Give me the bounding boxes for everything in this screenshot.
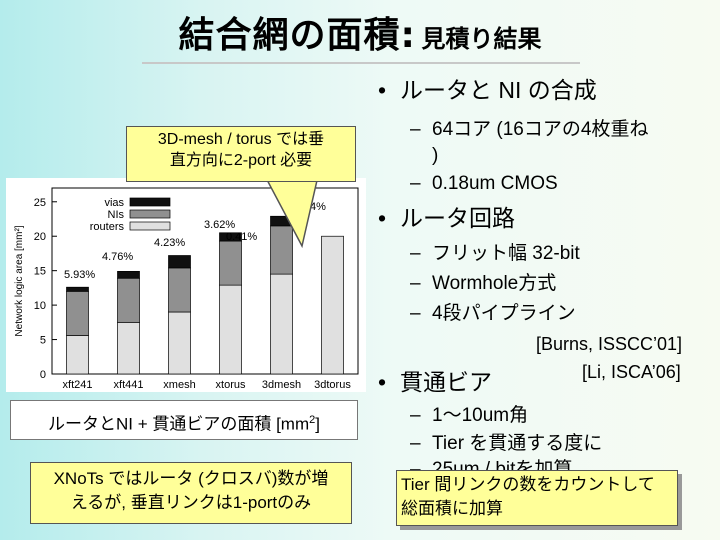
bar-vias-3dmesh <box>270 215 293 227</box>
legend-swatch-NIs <box>129 209 171 219</box>
reference-burns: [Burns, ISSCC’01] <box>536 334 683 354</box>
bar-routers-3dmesh <box>270 273 293 375</box>
callout-vertical-ports: 3D-mesh / torus では垂 直方向に2-port 必要 <box>126 126 356 182</box>
bar-annotation: 5.93% <box>64 269 95 281</box>
sub-bullet-wormhole: Wormhole方式 <box>410 272 556 296</box>
x-tick-label: 3dtorus <box>314 379 351 391</box>
callout-tier-links: Tier 間リンクの数をカウントして 総面積に加算 <box>396 470 678 526</box>
bar-NIs-xtorus <box>219 240 242 286</box>
bar-NIs-xft441 <box>117 277 140 323</box>
y-tick-label: 10 <box>34 300 46 312</box>
bullet-router-circuit: ルータ回路 <box>378 206 515 230</box>
callout-xnots-line1: XNoTs ではルータ (クロスバ)数が増 <box>53 469 329 488</box>
callout-xnots: XNoTs ではルータ (クロスバ)数が増 えるが, 垂直リンクは1-portの… <box>30 462 352 524</box>
legend-label-vias: vias <box>104 197 124 209</box>
chart-caption: ルータとNI + 貫通ビアの面積 [mm2] <box>10 400 358 440</box>
bar-annotation: 0.41% <box>226 231 257 243</box>
chart-caption-close: ] <box>315 414 320 434</box>
y-tick-label: 5 <box>40 335 46 347</box>
bar-annotation: 4.76% <box>102 251 133 263</box>
bullet-synthesis: ルータと NI の合成 <box>378 78 597 102</box>
bar-routers-xft441 <box>117 321 140 375</box>
y-axis-label: Network logic area [mm²] <box>14 225 25 336</box>
callout-xnots-line2: えるが, 垂直リンクは1-portのみ <box>70 493 312 512</box>
slide-title-main: 結合網の面積: <box>178 15 416 56</box>
callout-tier-links-line1: Tier 間リンクの数をカウントして <box>401 475 655 494</box>
x-tick-label: xtorus <box>216 379 246 391</box>
sub-bullet-via-size: 1〜10um角 <box>410 404 528 428</box>
sub-bullet-cores: 64コア (16コアの4枚重ね <box>410 118 648 142</box>
bar-annotation: 3.62% <box>204 219 235 231</box>
slide-title-sub: 見積り結果 <box>421 25 542 53</box>
bar-vias-xft241 <box>66 286 89 292</box>
slide-title: 結合網の面積: 見積り結果 <box>0 6 720 58</box>
bar-NIs-xft241 <box>66 290 89 336</box>
y-tick-label: 25 <box>34 197 46 209</box>
legend-swatch-vias <box>129 197 171 207</box>
x-tick-label: xft441 <box>114 379 144 391</box>
bar-vias-xmesh <box>168 255 191 269</box>
bar-routers-xmesh <box>168 311 191 375</box>
legend-label-NIs: NIs <box>108 209 125 221</box>
network-area-chart: 0 5 10 15 20 25 Network logic area [mm²] xft241… <box>6 178 366 392</box>
chart-svg: 0 5 10 15 20 25 Network logic area [mm²] xft241… <box>14 187 359 391</box>
sub-bullet-tier-through: Tier を貫通する度に <box>410 432 602 456</box>
bar-routers-xtorus <box>219 284 242 375</box>
legend-label-routers: routers <box>90 221 125 233</box>
callout-vertical-ports-line1: 3D-mesh / torus では垂 <box>157 131 325 148</box>
bar-annotation: 4.23% <box>154 237 185 249</box>
sub-bullet-cores-cont: ) <box>432 145 439 166</box>
x-tick-label: xmesh <box>163 379 195 391</box>
sub-bullet-cmos: 0.18um CMOS <box>410 172 558 196</box>
bar-vias-xft441 <box>117 271 140 279</box>
callout-vertical-ports-line2: 直方向に2-port 必要 <box>169 152 313 169</box>
x-tick-label: 3dmesh <box>262 379 301 391</box>
chart-caption-sup: 2 <box>309 414 316 426</box>
bar-vias-xtorus <box>219 232 242 242</box>
bar-annotation: 4% <box>310 201 326 213</box>
y-tick-label: 20 <box>34 231 46 243</box>
bar-NIs-xmesh <box>168 267 191 313</box>
sub-bullet-flit: フリット幅 32-bit <box>410 242 580 266</box>
callout-seam <box>266 175 317 178</box>
bar-NIs-3dmesh <box>270 225 293 275</box>
bar-routers-xft241 <box>66 335 89 375</box>
title-underline <box>142 62 580 64</box>
y-tick-label: 15 <box>34 266 46 278</box>
sub-bullet-pipeline: 4段パイプライン <box>410 302 576 326</box>
x-tick-label: xft241 <box>63 379 93 391</box>
bullet-tsv: 貫通ビア <box>378 370 492 394</box>
reference-li: [Li, ISCA’06] <box>582 362 681 382</box>
plot-frame <box>51 187 359 375</box>
legend-swatch-routers <box>129 221 171 231</box>
bar-routers-3dtorus <box>321 235 344 375</box>
y-tick-label: 0 <box>40 369 46 381</box>
chart-caption-text: ルータとNI + 貫通ビアの面積 [mm <box>47 414 310 434</box>
callout-tier-links-line2: 総面積に加算 <box>401 499 503 518</box>
